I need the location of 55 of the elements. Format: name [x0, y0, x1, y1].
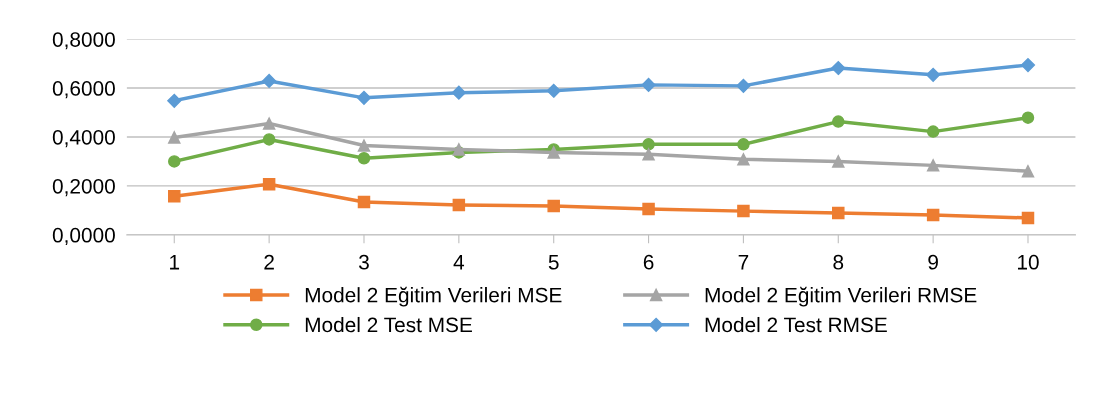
- point: [1021, 164, 1035, 178]
- y-tick-label: 0,4000: [52, 129, 115, 148]
- point: [832, 206, 845, 220]
- point: [642, 202, 655, 216]
- x-tick-label: 3: [358, 254, 369, 270]
- x-tick-label: 6: [643, 254, 654, 270]
- x-tick-label: 2: [264, 254, 274, 270]
- point: [546, 83, 561, 98]
- point: [832, 155, 845, 168]
- y-tick-label: 0,6000: [52, 81, 115, 99]
- point: [642, 148, 655, 161]
- point: [356, 90, 372, 105]
- point: [547, 199, 560, 213]
- x-tick-label: 5: [548, 255, 559, 270]
- legend-label: Model 2 Test RMSE: [705, 316, 887, 333]
- x-tick-label: 9: [928, 254, 938, 270]
- legend-label: Model 2 Eğitim Verileri RMSE: [705, 286, 977, 307]
- y-tick-label: 0,8000: [52, 32, 115, 50]
- point: [357, 152, 371, 165]
- point: [926, 208, 940, 222]
- legend-label: Model 2 Test MSE: [305, 316, 472, 333]
- y-tick-label: 0,2000: [52, 178, 115, 197]
- legend-label: Model 2 Eğitim Verileri MSE: [305, 286, 562, 307]
- point: [357, 139, 371, 152]
- point: [262, 73, 277, 89]
- point: [451, 85, 466, 100]
- point: [832, 115, 845, 128]
- point: [737, 138, 750, 151]
- x-tick-label: 7: [738, 255, 749, 270]
- point: [737, 204, 750, 218]
- point: [1021, 111, 1035, 124]
- point: [168, 155, 181, 168]
- y-tick-label: 0,0000: [52, 227, 115, 246]
- point: [262, 133, 276, 146]
- point: [168, 131, 181, 144]
- point: [1020, 57, 1036, 73]
- point: [641, 77, 656, 92]
- point: [736, 78, 751, 93]
- point: [831, 60, 846, 76]
- point: [452, 198, 466, 212]
- point: [642, 138, 655, 151]
- point: [168, 189, 181, 203]
- point: [167, 93, 182, 108]
- point: [926, 67, 941, 82]
- point: [262, 177, 276, 191]
- point: [926, 125, 940, 138]
- point: [1021, 211, 1035, 225]
- point: [737, 153, 750, 166]
- x-tick-label: 1: [170, 255, 180, 270]
- point: [262, 117, 276, 130]
- point: [926, 159, 940, 172]
- x-tick-label: 4: [453, 255, 465, 270]
- point: [357, 195, 371, 209]
- x-tick-label: 8: [833, 254, 844, 270]
- x-tick-label: 10: [1018, 254, 1039, 270]
